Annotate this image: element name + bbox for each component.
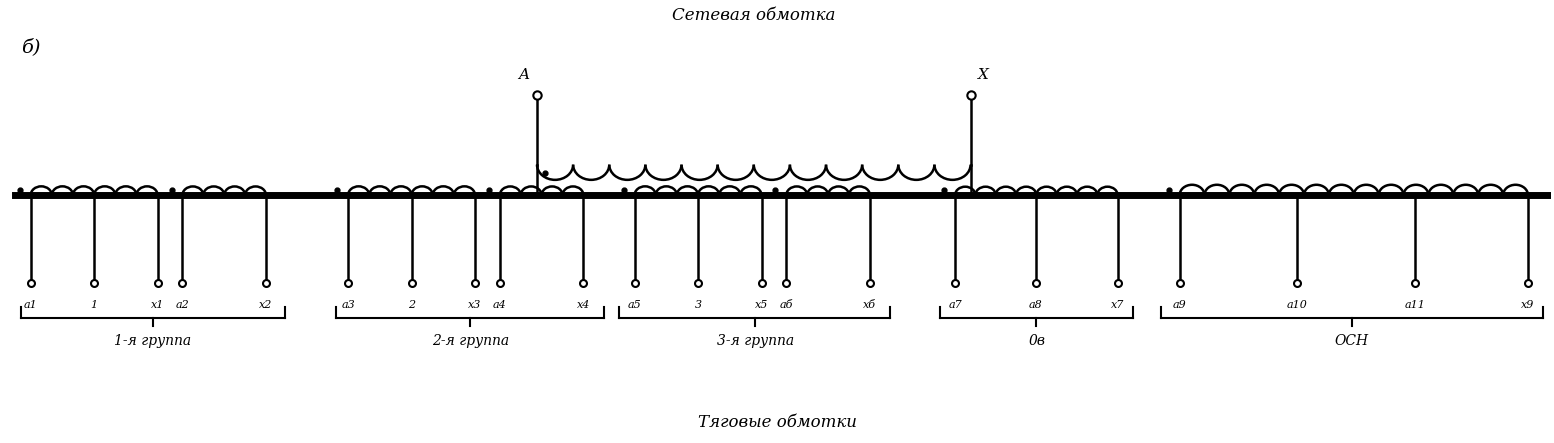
Text: a2: a2	[176, 300, 190, 310]
Text: a1: a1	[23, 300, 37, 310]
Text: 3-я группа: 3-я группа	[716, 334, 794, 348]
Text: x1: x1	[151, 300, 165, 310]
Text: 3: 3	[695, 300, 701, 310]
Text: a4: a4	[493, 300, 507, 310]
Text: x2: x2	[260, 300, 272, 310]
Text: x7: x7	[1111, 300, 1125, 310]
Text: 2-я группа: 2-я группа	[432, 334, 510, 348]
Text: a11: a11	[1405, 300, 1425, 310]
Text: a7: a7	[948, 300, 962, 310]
Text: a9: a9	[1173, 300, 1186, 310]
Text: 2: 2	[409, 300, 415, 310]
Text: aб: aб	[780, 300, 793, 310]
Text: X: X	[979, 67, 990, 82]
Text: Тяговые обмотки: Тяговые обмотки	[698, 415, 856, 431]
Text: 0в: 0в	[1029, 334, 1046, 348]
Text: A: A	[517, 67, 530, 82]
Text: a5: a5	[628, 300, 642, 310]
Text: a8: a8	[1029, 300, 1043, 310]
Text: x9: x9	[1521, 300, 1535, 310]
Text: x5: x5	[755, 300, 768, 310]
Text: б): б)	[22, 38, 40, 56]
Text: 1-я группа: 1-я группа	[115, 334, 191, 348]
Text: 1: 1	[90, 300, 98, 310]
Text: xб: xб	[864, 300, 876, 310]
Text: x3: x3	[468, 300, 482, 310]
Text: x4: x4	[577, 300, 591, 310]
Text: a10: a10	[1287, 300, 1308, 310]
Text: ОСН: ОСН	[1335, 334, 1369, 348]
Text: Сетевая обмотка: Сетевая обмотка	[671, 7, 836, 24]
Text: a3: a3	[342, 300, 354, 310]
